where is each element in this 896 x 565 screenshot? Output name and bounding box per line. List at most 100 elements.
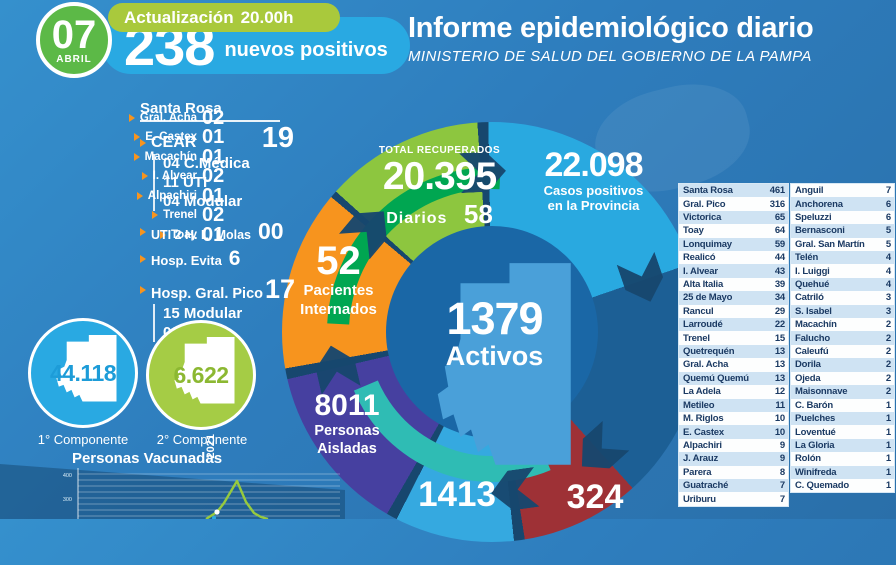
table-town-value: 8 — [779, 466, 785, 478]
table-town-value: 11 — [775, 399, 785, 411]
chart-gridlines — [78, 473, 340, 517]
table-town-value: 3 — [885, 292, 891, 304]
table-town-name: C. Quemado — [795, 480, 849, 492]
table-town-value: 4 — [885, 252, 891, 264]
table-row: Quemú Quemú 13 — [679, 371, 788, 386]
town-name: Trenel — [163, 209, 197, 222]
interned-label-line1: Pacientes — [303, 282, 374, 299]
table-town-name: Alpachiri — [683, 439, 722, 451]
table-town-value: 6 — [885, 198, 891, 210]
town-name: Toay — [171, 228, 197, 241]
table-row: Victorica 65 — [679, 210, 788, 225]
arrow-right-icon — [134, 133, 141, 142]
breakdown-value: 15 — [163, 305, 180, 322]
breakdown-label: UTI — [183, 174, 208, 191]
active-label: Activos — [445, 341, 544, 371]
second-component-value: 6.622 — [173, 361, 229, 388]
table-row: Catriló 3 — [791, 291, 894, 304]
breakdown-item: 04 C.Médica — [163, 154, 308, 173]
table-town-name: Gral. Pico — [683, 198, 726, 210]
breakdown-item: 11 UTI — [163, 173, 308, 192]
table-town-value: 13 — [774, 346, 785, 358]
town-name: E. Castex — [145, 131, 197, 144]
second-component-label: 2° Componente — [156, 432, 248, 447]
table-row: Alpachiri 9 — [679, 439, 788, 452]
table-town-name: Realicó — [683, 252, 716, 264]
la-pampa-map-icon — [56, 335, 117, 402]
town-daily-row: Toay 01 — [36, 225, 234, 245]
recovered-segment-text: TOTAL RECUPERADOS 20.395 Diarios 58 — [352, 145, 527, 229]
table-town-name: I. Alvear — [683, 265, 718, 277]
table-town-name: Uriburu — [683, 493, 716, 505]
table-row: Guatraché 7 — [679, 478, 788, 493]
active-by-town-table-left: Santa Rosa 461 Gral. Pico 316 Victorica … — [678, 183, 789, 507]
table-town-name: Santa Rosa — [683, 185, 733, 197]
breakdown-label: Modular — [183, 305, 243, 322]
table-town-name: Catriló — [795, 292, 824, 304]
hosp-evita-row: Hosp. Evita 6 — [140, 248, 308, 269]
town-daily-value: 02 — [202, 165, 225, 188]
isolated-value: 8011 — [314, 389, 380, 422]
table-town-value: 15 — [774, 332, 785, 344]
town-daily-row: Trenel 02 — [36, 204, 234, 227]
table-town-value: 2 — [885, 319, 891, 331]
table-town-name: Maisonnave — [795, 386, 848, 398]
table-town-value: 29 — [774, 305, 785, 317]
page-subtitle: MINISTERIO DE SALUD DEL GOBIERNO DE LA P… — [408, 48, 812, 65]
table-row: Gral. San Martín 5 — [791, 238, 894, 251]
table-row: S. Isabel 3 — [791, 304, 894, 319]
table-row: Rancul 29 — [679, 305, 788, 318]
first-component-value: 44.118 — [49, 359, 117, 386]
table-row: Winifreda 1 — [791, 465, 894, 479]
daily-cases-line-chart: 400 300 — [0, 464, 345, 519]
table-row: Quehué 4 — [791, 277, 894, 292]
table-town-value: 1 — [885, 466, 891, 478]
table-row: Ojeda 2 — [791, 372, 894, 385]
interned-value: 52 — [316, 239, 361, 283]
isolated-label-line1: Personas — [314, 422, 380, 439]
uti-molas-value: 00 — [258, 218, 284, 244]
town-daily-value: 02 — [202, 204, 225, 227]
table-town-value: 64 — [774, 225, 785, 237]
table-town-value: 2 — [885, 346, 891, 358]
breakdown-value: 04 — [163, 155, 180, 172]
arrow-right-icon — [140, 254, 146, 263]
table-town-value: 39 — [774, 279, 785, 291]
table-town-value: 10 — [774, 426, 785, 438]
table-town-name: Larroudé — [683, 319, 723, 331]
table-town-value: 1 — [885, 453, 891, 465]
table-row: La Adela 12 — [679, 385, 788, 398]
arrow-right-icon — [140, 285, 146, 294]
table-town-name: Dorila — [795, 359, 821, 371]
table-town-name: Gral. Acha — [683, 359, 729, 371]
recovered-daily-label: Diarios — [386, 210, 448, 228]
arrow-right-icon — [136, 191, 143, 200]
breakdown-value: 11 — [163, 174, 179, 191]
hosp-gral-pico-value: 17 — [265, 274, 296, 304]
table-town-value: 2 — [885, 359, 891, 371]
active-value: 1379 — [446, 293, 543, 344]
cear-label: CEAR — [151, 134, 197, 151]
table-town-name: Loventué — [795, 426, 836, 438]
table-town-name: La Gloria — [795, 439, 835, 451]
table-row: Quetrequén 13 — [679, 344, 788, 359]
table-row: C. Barón 1 — [791, 399, 894, 412]
positives-label-line1: Casos positivos — [543, 182, 644, 198]
table-town-name: Metileo — [683, 399, 715, 411]
uti-molas-label: UTI 2 H. L. Molas — [151, 228, 252, 242]
table-town-name: Guatraché — [683, 480, 729, 492]
table-town-name: Telén — [795, 252, 819, 264]
chart-background — [0, 464, 345, 519]
town-name: Alpachiri — [147, 189, 197, 202]
table-row: Realicó 44 — [679, 251, 788, 264]
table-town-name: Anchorena — [795, 198, 843, 210]
table-row: Toay 64 — [679, 224, 788, 237]
arrow-right-icon — [160, 230, 166, 239]
table-town-value: 3 — [885, 305, 891, 317]
table-town-value: 43 — [774, 265, 785, 277]
arrow-right-icon — [141, 172, 148, 181]
table-row: La Gloria 1 — [791, 438, 894, 453]
breakdown-label: Modular — [183, 193, 243, 210]
vaccinated-caption: Personas Vacunadas — [71, 450, 223, 467]
table-town-value: 2 — [885, 332, 891, 344]
